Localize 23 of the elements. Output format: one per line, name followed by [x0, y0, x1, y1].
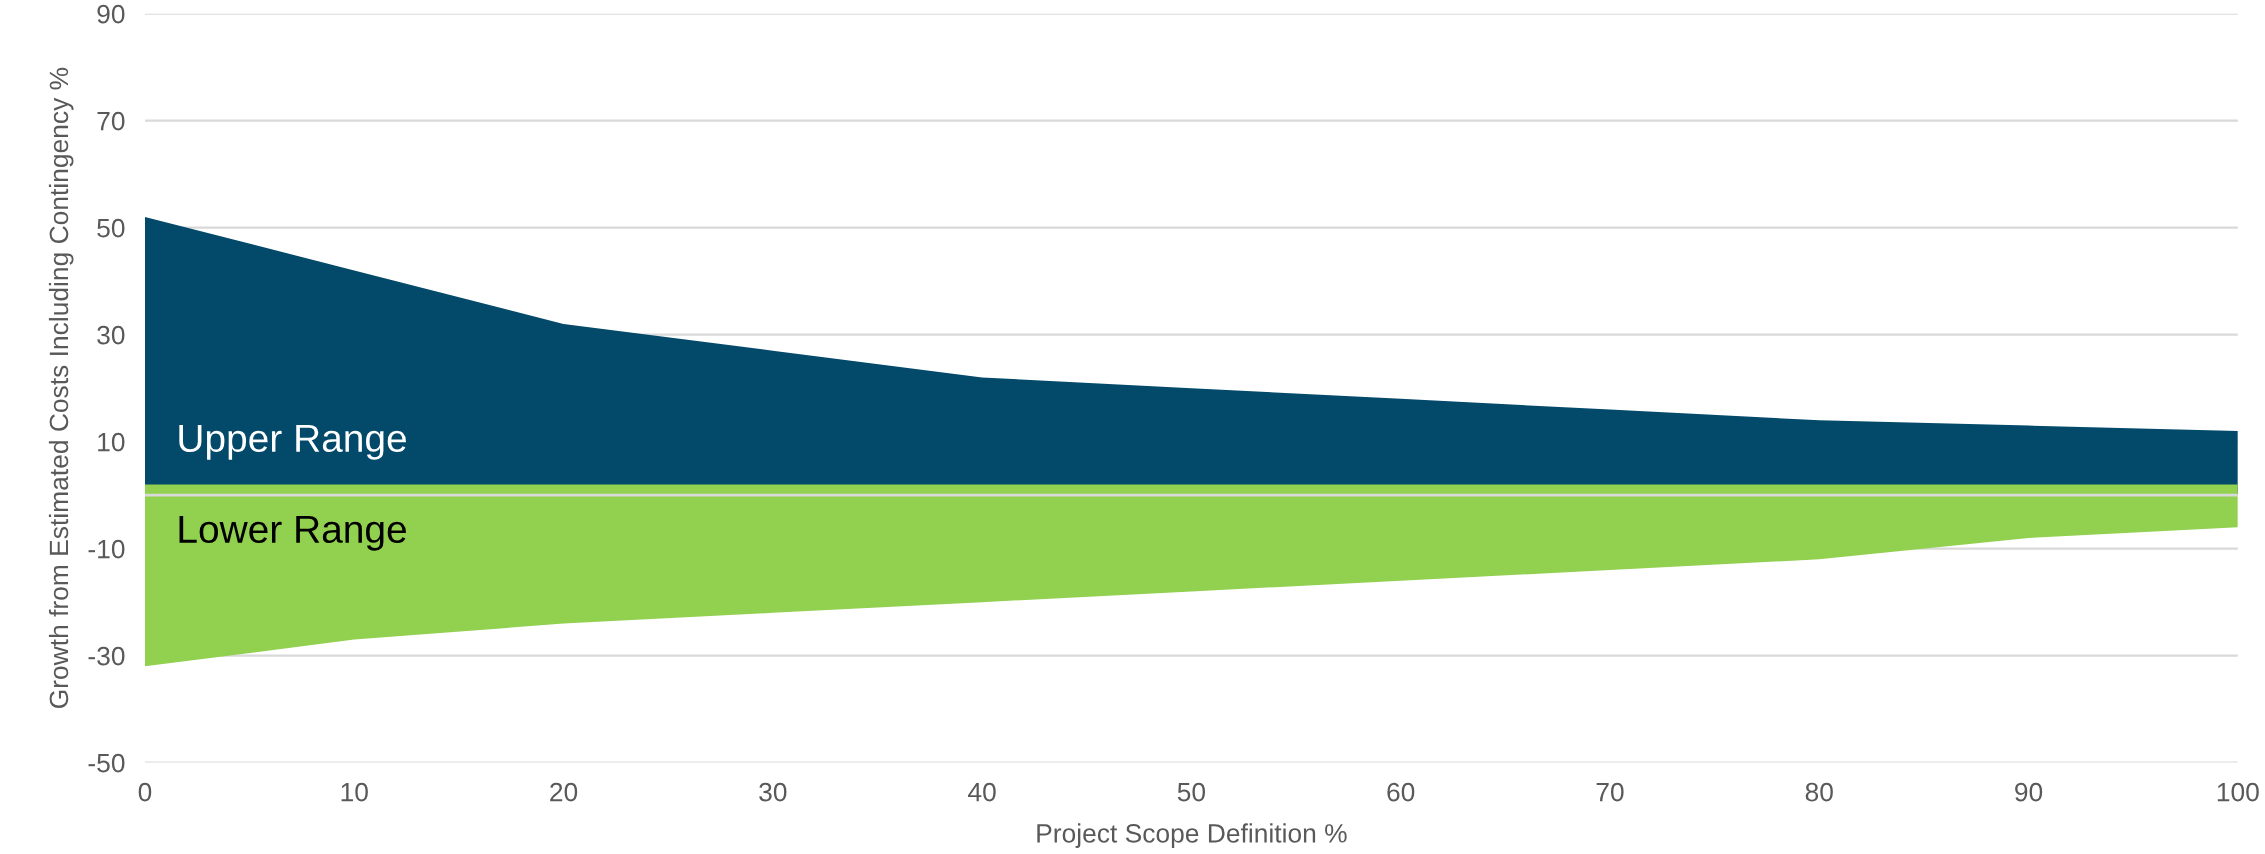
x-axis-title: Project Scope Definition %: [1037, 823, 1347, 848]
x-tick-label: 10: [341, 782, 368, 802]
x-tick-label: 40: [968, 782, 996, 802]
x-tick-label: 30: [759, 782, 787, 802]
y-tick-label: 50: [97, 218, 125, 238]
x-tick-label: 0: [138, 782, 152, 802]
series-label: Lower Range: [179, 515, 406, 551]
y-tick-label: -10: [88, 539, 125, 559]
y-tick-label: -30: [88, 646, 125, 666]
x-tick-label: 50: [1177, 782, 1206, 802]
x-tick-label: 60: [1387, 782, 1415, 802]
x-tick-label: 70: [1596, 782, 1624, 802]
x-tick-label: 100: [2217, 782, 2259, 802]
y-tick-label: -50: [88, 753, 125, 773]
series-label: Upper Range: [179, 424, 406, 460]
x-tick-label: 80: [1805, 782, 1833, 802]
x-tick-label: 90: [2015, 782, 2043, 802]
y-tick-label: 10: [98, 432, 125, 452]
y-tick-label: 90: [97, 4, 125, 24]
x-tick-label: 20: [550, 782, 578, 802]
y-tick-label: 30: [97, 325, 125, 345]
y-tick-label: 70: [97, 111, 125, 131]
y-axis-title: Growth from Estimated Costs Including Contingency %: [48, 67, 74, 708]
